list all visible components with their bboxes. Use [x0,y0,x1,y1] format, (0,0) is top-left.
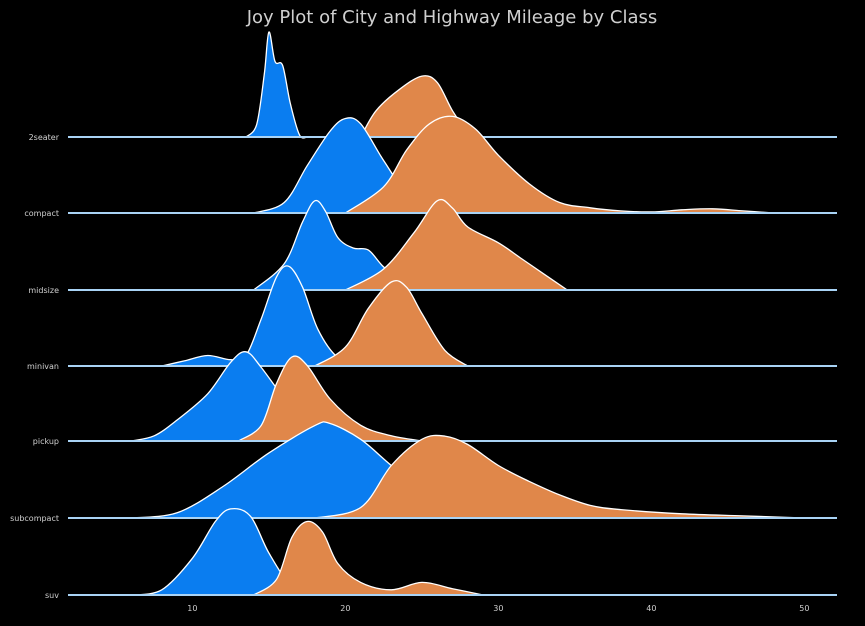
ridge-pickup-cty-area [131,351,361,441]
ridge-pickup-hwy-area [238,356,422,441]
ridges: 2seater compact midsize minivan pickup subcom… [10,31,837,600]
ridge-suv-hwy-area [253,521,484,595]
ridge-minivan-hwy-area [314,280,468,366]
ridge-minivan-cty-area [161,265,361,366]
chart-title: Joy Plot of City and Highway Mileage by … [246,7,658,28]
category-label-compact: compact [24,209,59,218]
x-tick-label: 30 [493,604,503,613]
category-label-minivan: minivan [27,362,59,371]
ridge-2seater-cty-area [246,31,308,138]
ridge-compact-cty-area [253,117,606,213]
ridge-midsize-hwy-outline [345,198,568,291]
x-axis: 10 20 30 40 50 [187,604,809,613]
ridge-minivan-cty-outline [161,265,361,367]
ridge-compact-hwy-outline [345,115,774,214]
category-label-suv: suv [45,591,59,600]
category-label-pickup: pickup [33,437,59,446]
ridge-2seater-cty-outline [245,31,308,139]
ridge-midsize-hwy-area [345,199,568,290]
ridge-subcompact-cty-area [131,421,621,518]
category-label-midsize: midsize [28,286,59,295]
x-tick-label: 50 [799,604,809,613]
ridge-compact-hwy-area [345,116,774,213]
ridge-midsize: midsize [28,198,837,295]
ridge-minivan-hwy-outline [314,279,469,367]
ridge-pickup-hwy-outline [237,355,423,442]
ridge-subcompact: subcompact [10,421,837,523]
ridge-minivan: minivan [27,265,837,371]
ridge-subcompact-hwy-outline [314,434,805,519]
category-label-subcompact: subcompact [10,514,59,523]
x-tick-label: 40 [646,604,656,613]
ridge-suv: suv [45,507,837,600]
ridge-suv-hwy-outline [253,520,484,596]
ridge-compact: compact [24,115,837,218]
ridge-subcompact-hwy-area [314,435,805,518]
x-tick-label: 10 [187,604,197,613]
x-tick-label: 20 [340,604,350,613]
ridge-midsize-cty-area [253,200,422,290]
ridge-suv-cty-area [131,508,315,595]
category-label-2seater: 2seater [29,133,60,142]
